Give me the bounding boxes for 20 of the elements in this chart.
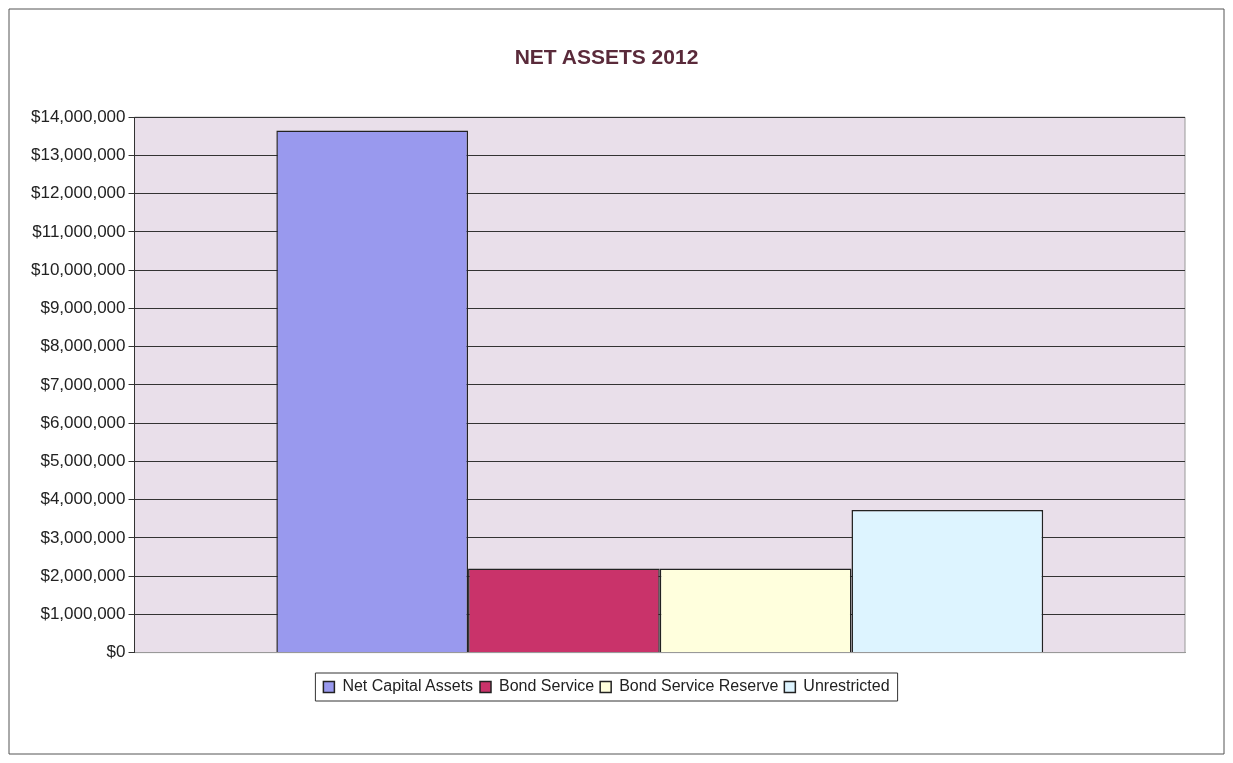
legend-label: Bond Service Reserve (619, 677, 779, 695)
y-tick-label: $10,000,000 (30, 259, 126, 279)
y-tick-label: $9,000,000 (40, 298, 126, 318)
y-tick-label: $1,000,000 (40, 604, 126, 624)
y-tick-label: $6,000,000 (40, 412, 126, 432)
y-tick-label: $5,000,000 (40, 451, 126, 471)
y-tick-label: $4,000,000 (40, 489, 126, 509)
legend-label: Bond Service (499, 677, 595, 695)
y-tick-label: $0 (106, 642, 126, 662)
y-tick-label: $2,000,000 (40, 565, 126, 585)
legend-label: Unrestricted (803, 677, 890, 695)
y-tick-label: $11,000,000 (32, 221, 126, 241)
y-tick-label: $14,000,000 (30, 106, 126, 126)
y-tick-label: $12,000,000 (30, 183, 126, 203)
y-tick-label: $3,000,000 (40, 527, 126, 547)
y-tick-label: $13,000,000 (30, 145, 126, 165)
chart-title: NET ASSETS 2012 (514, 45, 699, 69)
legend-label: Net Capital Assets (342, 677, 474, 695)
y-tick-label: $8,000,000 (40, 336, 126, 356)
y-tick-label: $7,000,000 (40, 374, 126, 394)
